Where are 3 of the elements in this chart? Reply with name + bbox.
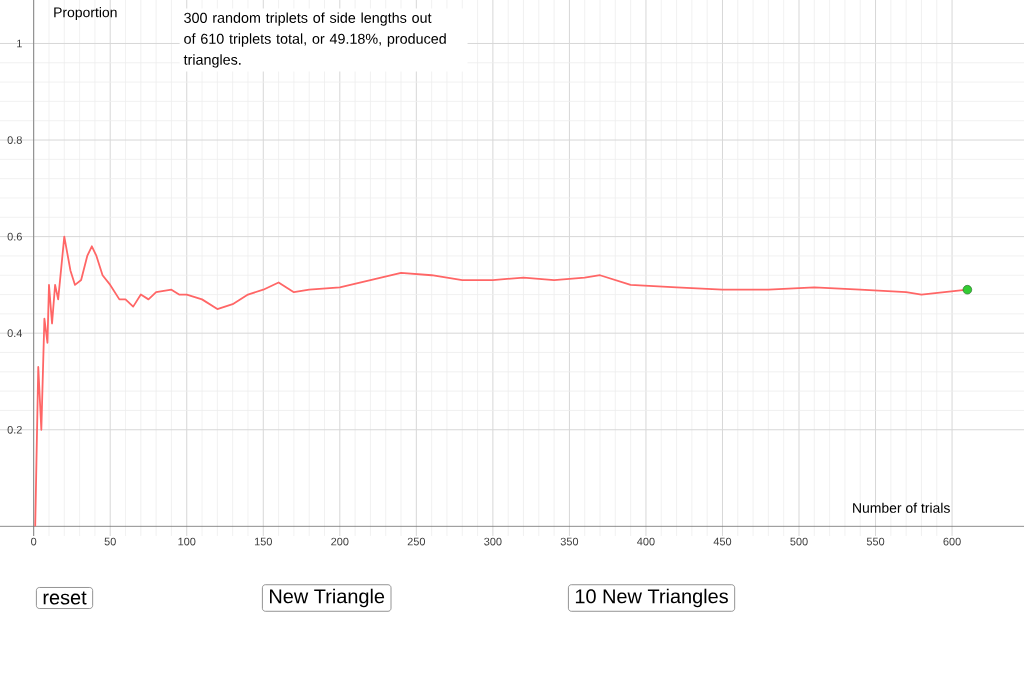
text: 10 New Triangles	[575, 588, 728, 608]
text: New Triangle	[270, 588, 385, 608]
text: reset	[43, 591, 87, 605]
